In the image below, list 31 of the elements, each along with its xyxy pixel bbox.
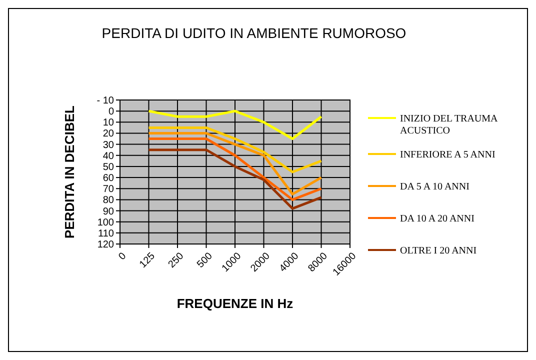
line-series <box>148 138 322 201</box>
y-tick-label: 0 <box>108 106 114 118</box>
y-tick-label: 20 <box>102 128 114 140</box>
x-axis-title: FREQUENZE IN Hz <box>176 296 294 311</box>
y-tick-label: 80 <box>102 195 114 206</box>
y-tick-label: 10 <box>102 118 114 129</box>
x-tick-label: 250 <box>166 250 186 270</box>
legend-label: INFERIORE A 5 ANNI <box>400 150 496 160</box>
x-tick-label: 0 <box>116 250 129 263</box>
line-series <box>148 132 322 196</box>
legend-label: DA 10 A 20 ANNI <box>400 214 474 224</box>
x-tick-label: 500 <box>195 250 216 270</box>
chart-title: PERDITA DI UDITO IN AMBIENTE RUMOROSO <box>102 25 406 41</box>
y-tick-label: 40 <box>102 150 114 162</box>
y-tick-label: - 10 <box>96 96 114 106</box>
y-axis-title: PERDITA IN DECIBEL <box>62 106 77 238</box>
y-tick-label: 100 <box>97 217 114 228</box>
x-tick-label: 125 <box>138 250 158 270</box>
line-series <box>148 148 322 210</box>
y-tick-label: 30 <box>102 140 114 151</box>
y-tick-label: 110 <box>98 228 114 240</box>
y-tick-label: 90 <box>102 206 114 218</box>
y-tick-label: 50 <box>102 162 114 173</box>
legend-label: OLTRE I 20 ANNI <box>400 246 477 256</box>
legend-label: INIZIO DEL TRAUMA ACUSTICO <box>400 114 499 136</box>
line-series <box>148 110 322 140</box>
line-series <box>148 126 322 174</box>
y-tick-label: 120 <box>97 240 114 250</box>
legend-label: DA 5 A 10 ANNI <box>400 182 470 192</box>
y-tick-label: 60 <box>102 173 114 184</box>
y-tick-label: 70 <box>102 184 114 196</box>
